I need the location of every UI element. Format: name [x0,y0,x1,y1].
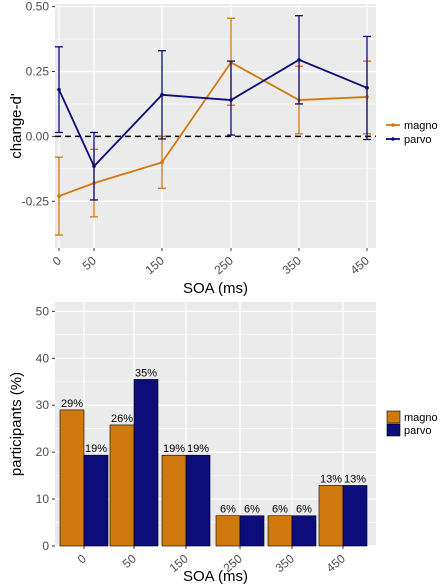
bar-label-magno: 26% [111,413,133,425]
y-axis-title: change-d' [8,93,25,159]
bar-parvo [133,379,159,547]
point-magno [57,194,61,198]
legend-key-magno [386,410,401,424]
x-tick-label: 50 [120,551,139,571]
y-tick-label: 30 [36,398,50,412]
bar-label-parvo: 6% [244,504,260,516]
point-parvo [92,164,96,169]
bar-parvo [239,515,265,547]
bar-label-magno: 6% [272,504,288,516]
bar-parvo [342,485,368,547]
line-series-magno [58,61,368,197]
point-magno [160,160,164,165]
bar-magno [109,424,135,547]
y-tick-label: 0.00 [26,129,50,143]
legend-label-parvo: parvo [404,425,432,437]
x-axis-title: SOA (ms) [183,568,248,585]
legend-label-parvo: parvo [404,134,432,146]
bar-label-parvo: 19% [187,443,209,455]
point-parvo [297,58,301,62]
y-tick-label: 40 [36,351,50,365]
legend-label-magno: magno [404,120,438,132]
x-tick-label: 350 [273,551,298,575]
bar-label-magno: 19% [163,443,185,455]
y-tick-label: 0.25 [26,64,50,78]
x-tick-label: 450 [348,253,373,277]
x-tick-label: 250 [212,253,237,277]
bar-magno [318,485,344,547]
line-series-parvo [58,58,368,168]
bar-parvo [83,454,109,547]
x-tick-label: 350 [280,253,305,277]
bar-magno [161,454,187,547]
legend-key-parvo [386,423,401,437]
legend-key-point-parvo [391,137,395,141]
bar-magno [267,515,293,547]
bar-label-magno: 13% [320,473,342,485]
bar-label-parvo: 19% [85,443,107,455]
y-tick-label: 0.50 [26,0,50,14]
x-tick-label: 0 [75,551,89,566]
x-tick-label: 450 [324,551,349,575]
y-tick-label: 50 [36,304,50,318]
y-tick-label: -0.25 [22,194,50,208]
point-parvo [160,93,164,97]
y-axis-title: participants (%) [8,372,25,476]
point-parvo [57,87,61,92]
point-parvo [229,98,233,102]
bar-label-parvo: 35% [135,367,157,379]
x-tick-label: 150 [143,253,168,277]
bar-magno [215,515,241,547]
x-axis-title: SOA (ms) [183,280,248,297]
y-tick-label: 20 [36,445,50,459]
bar-label-magno: 29% [61,398,83,410]
bar-parvo [291,515,317,547]
bar-label-parvo: 13% [344,473,366,485]
plot-panel-top [55,4,376,248]
bar-label-parvo: 6% [296,504,312,516]
bar-parvo [185,454,211,547]
legend-label-magno: magno [404,412,438,424]
x-tick-label: 50 [80,253,99,273]
bar-label-magno: 6% [220,504,236,516]
legend-key-point-magno [391,123,395,127]
x-tick-label: 0 [50,253,64,268]
point-parvo [365,86,369,90]
y-tick-label: 0 [42,539,49,553]
bar-magno [59,409,85,547]
y-tick-label: 10 [36,492,50,506]
